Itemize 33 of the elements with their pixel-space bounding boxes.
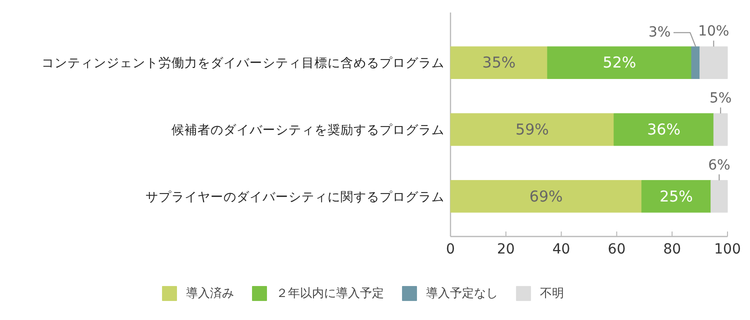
data-label: 5% [709, 90, 732, 106]
bar [713, 113, 728, 146]
data-label: 52% [602, 54, 636, 72]
x-tick-label: 80 [663, 242, 682, 258]
bar [710, 180, 728, 213]
bar [691, 46, 700, 79]
data-label: 69% [529, 187, 563, 206]
x-tick-label: 100 [714, 242, 741, 258]
x-tick-label: 40 [552, 242, 570, 258]
legend-label: 導入済み [186, 284, 234, 302]
x-tick-label: 20 [496, 242, 515, 258]
bar [450, 46, 548, 79]
bar [700, 46, 728, 79]
y-tick-label: サプライヤーのダイバーシティに関するプログラム [146, 188, 444, 204]
data-label: 59% [516, 120, 549, 139]
bar [641, 180, 712, 213]
legend-label: ２年以内に導入予定 [276, 284, 384, 302]
data-label: 6% [708, 157, 730, 174]
data-label: 10% [698, 24, 730, 40]
legend-label: 導入予定なし [426, 284, 498, 302]
bar [547, 46, 692, 79]
data-label: 35% [482, 54, 516, 72]
data-label: 3% [648, 24, 671, 41]
x-tick-label: 60 [608, 242, 626, 258]
bar [614, 113, 714, 146]
data-label: 36% [647, 120, 680, 139]
x-tick-label: 0 [446, 242, 455, 258]
bar [450, 113, 614, 146]
y-tick-label: コンティンジェント労働力をダイバーシティ目標に含めるプログラム [42, 55, 444, 70]
bar [450, 180, 642, 213]
legend-label: 不明 [540, 284, 564, 302]
data-label: 25% [660, 187, 693, 206]
y-tick-label: 候補者のダイバーシティを奨励するプログラム [172, 122, 444, 138]
